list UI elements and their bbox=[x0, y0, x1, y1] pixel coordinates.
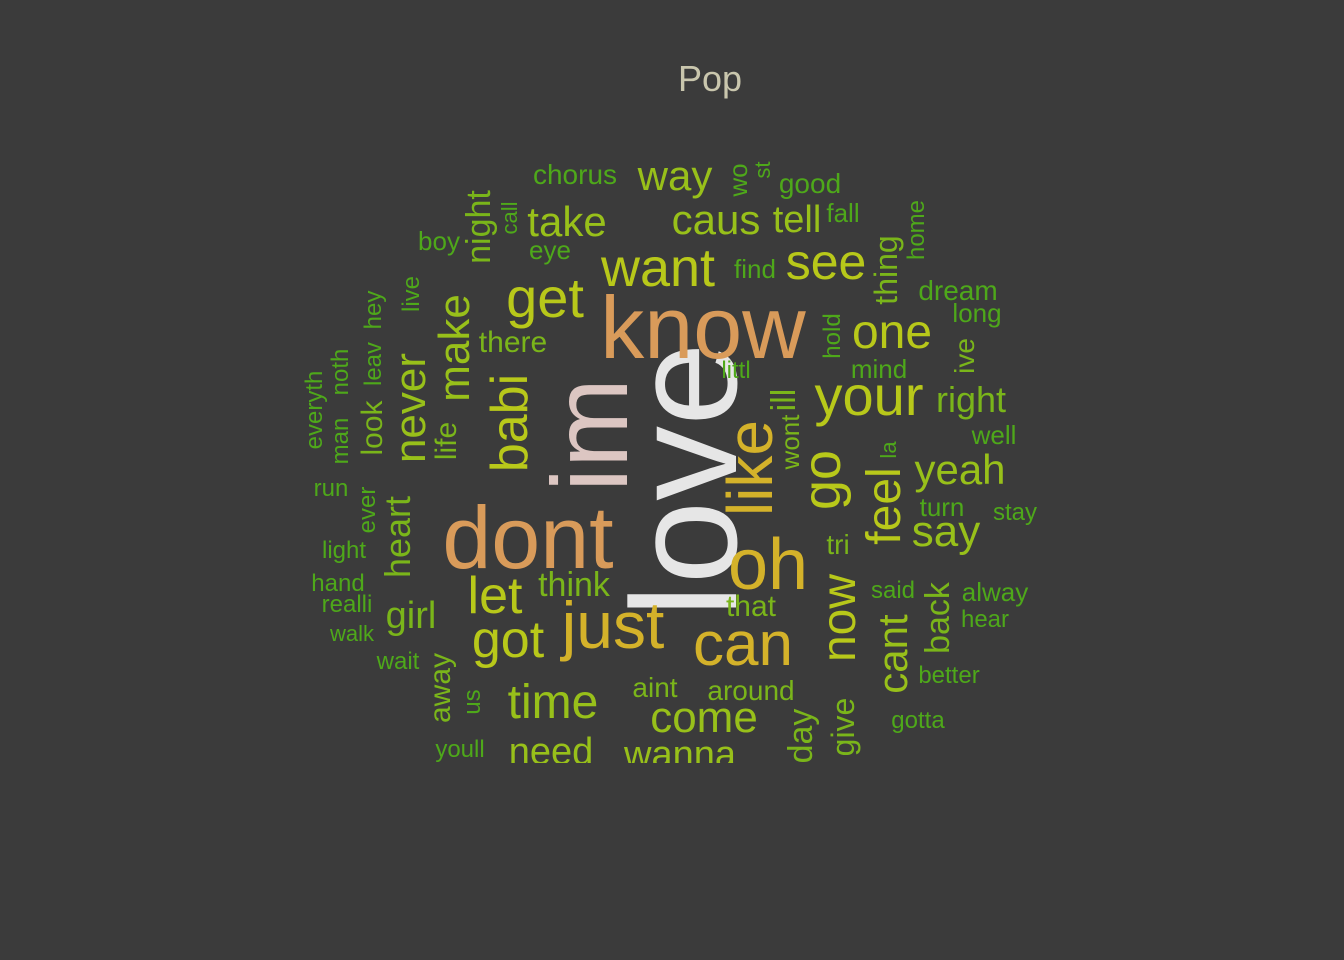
word-walk: walk bbox=[329, 621, 375, 646]
word-say: say bbox=[911, 507, 981, 556]
word-us: us bbox=[459, 689, 486, 715]
word-im: im bbox=[529, 378, 650, 492]
word-youll: youll bbox=[435, 736, 485, 763]
word-live: live bbox=[398, 275, 425, 313]
word-chorus: chorus bbox=[532, 159, 618, 190]
word-dont: dont bbox=[442, 488, 614, 587]
word-day: day bbox=[782, 708, 820, 763]
word-good: good bbox=[778, 168, 842, 199]
word-leav: leav bbox=[360, 341, 387, 387]
figure-title: Pop bbox=[677, 58, 743, 99]
word-there: there bbox=[478, 326, 548, 359]
word-noth: noth bbox=[327, 348, 354, 396]
word-wanna: wanna bbox=[624, 734, 736, 763]
word-caus: caus bbox=[671, 196, 761, 243]
word-think: think bbox=[538, 566, 610, 604]
word-come: come bbox=[650, 693, 758, 742]
word-life: life bbox=[430, 421, 463, 461]
word-that: that bbox=[725, 590, 777, 623]
word-got: got bbox=[471, 611, 545, 669]
word-hand: hand bbox=[311, 570, 365, 597]
word-run: run bbox=[313, 475, 349, 502]
word-tell: tell bbox=[772, 199, 822, 241]
word-said: said bbox=[870, 577, 916, 604]
word-littl: littl bbox=[721, 357, 751, 384]
word-make: make bbox=[430, 294, 479, 402]
word-need: need bbox=[508, 731, 594, 763]
word-ive: ive bbox=[949, 338, 980, 374]
word-gotta: gotta bbox=[891, 707, 945, 734]
word-ever: ever bbox=[354, 486, 381, 534]
word-eye: eye bbox=[529, 235, 571, 265]
word-look: look bbox=[356, 400, 389, 456]
word-know: know bbox=[600, 278, 806, 377]
word-well: well bbox=[971, 420, 1017, 450]
word-back: back bbox=[919, 582, 957, 654]
word-babi: babi bbox=[481, 373, 539, 473]
word-away: away bbox=[424, 652, 457, 724]
word-aint: aint bbox=[632, 672, 678, 703]
word-just: just bbox=[561, 588, 665, 662]
word-alway: alway bbox=[961, 577, 1029, 607]
word-girl: girl bbox=[385, 595, 437, 637]
word-right: right bbox=[935, 379, 1007, 420]
word-one: one bbox=[851, 306, 933, 359]
word-around: around bbox=[707, 675, 795, 706]
word-your: your bbox=[814, 364, 924, 427]
word-now: now bbox=[813, 573, 866, 663]
word-la: la bbox=[876, 441, 901, 459]
word-cant: cant bbox=[869, 614, 916, 694]
word-thing: thing bbox=[868, 235, 904, 305]
word-night: night bbox=[460, 190, 498, 264]
word-wait: wait bbox=[376, 648, 420, 675]
word-better: better bbox=[918, 662, 980, 689]
word-give: give bbox=[825, 697, 861, 757]
word-hear: hear bbox=[960, 606, 1010, 633]
word-cloud: love im know dont oh just like can your get go want… bbox=[301, 152, 1038, 764]
word-like: like bbox=[714, 419, 786, 517]
word-find: find bbox=[734, 254, 776, 284]
word-man: man bbox=[327, 417, 354, 465]
word-heart: heart bbox=[377, 495, 418, 579]
word-oh: oh bbox=[727, 525, 809, 605]
word-get: get bbox=[506, 266, 584, 329]
word-dream: dream bbox=[918, 275, 998, 306]
word-can: can bbox=[693, 610, 793, 679]
word-tri: tri bbox=[826, 529, 850, 560]
word-long: long bbox=[952, 298, 1002, 328]
word-feel: feel bbox=[858, 467, 911, 545]
word-home: home bbox=[903, 199, 930, 261]
word-light: light bbox=[321, 537, 367, 564]
word-mind: mind bbox=[850, 354, 908, 384]
word-yeah: yeah bbox=[914, 446, 1006, 493]
word-let: let bbox=[467, 567, 523, 625]
word-call: call bbox=[497, 201, 522, 235]
word-see: see bbox=[785, 234, 867, 290]
word-everyth: everyth bbox=[301, 370, 328, 450]
word-way: way bbox=[637, 152, 713, 199]
word-want: want bbox=[600, 238, 716, 298]
word-wo: wo bbox=[723, 163, 753, 197]
word-fall: fall bbox=[826, 198, 860, 228]
word-stay: stay bbox=[992, 499, 1038, 526]
word-take: take bbox=[527, 198, 607, 245]
word-hey: hey bbox=[360, 290, 387, 330]
word-hold: hold bbox=[819, 313, 846, 359]
word-turn: turn bbox=[919, 492, 965, 522]
word-st: st bbox=[750, 161, 775, 179]
word-boy: boy bbox=[418, 226, 460, 256]
word-never: never bbox=[386, 352, 435, 464]
word-realli: realli bbox=[321, 591, 373, 618]
word-wont: wont bbox=[775, 414, 805, 470]
word-time: time bbox=[507, 676, 599, 729]
word-ill: ill bbox=[765, 388, 803, 412]
